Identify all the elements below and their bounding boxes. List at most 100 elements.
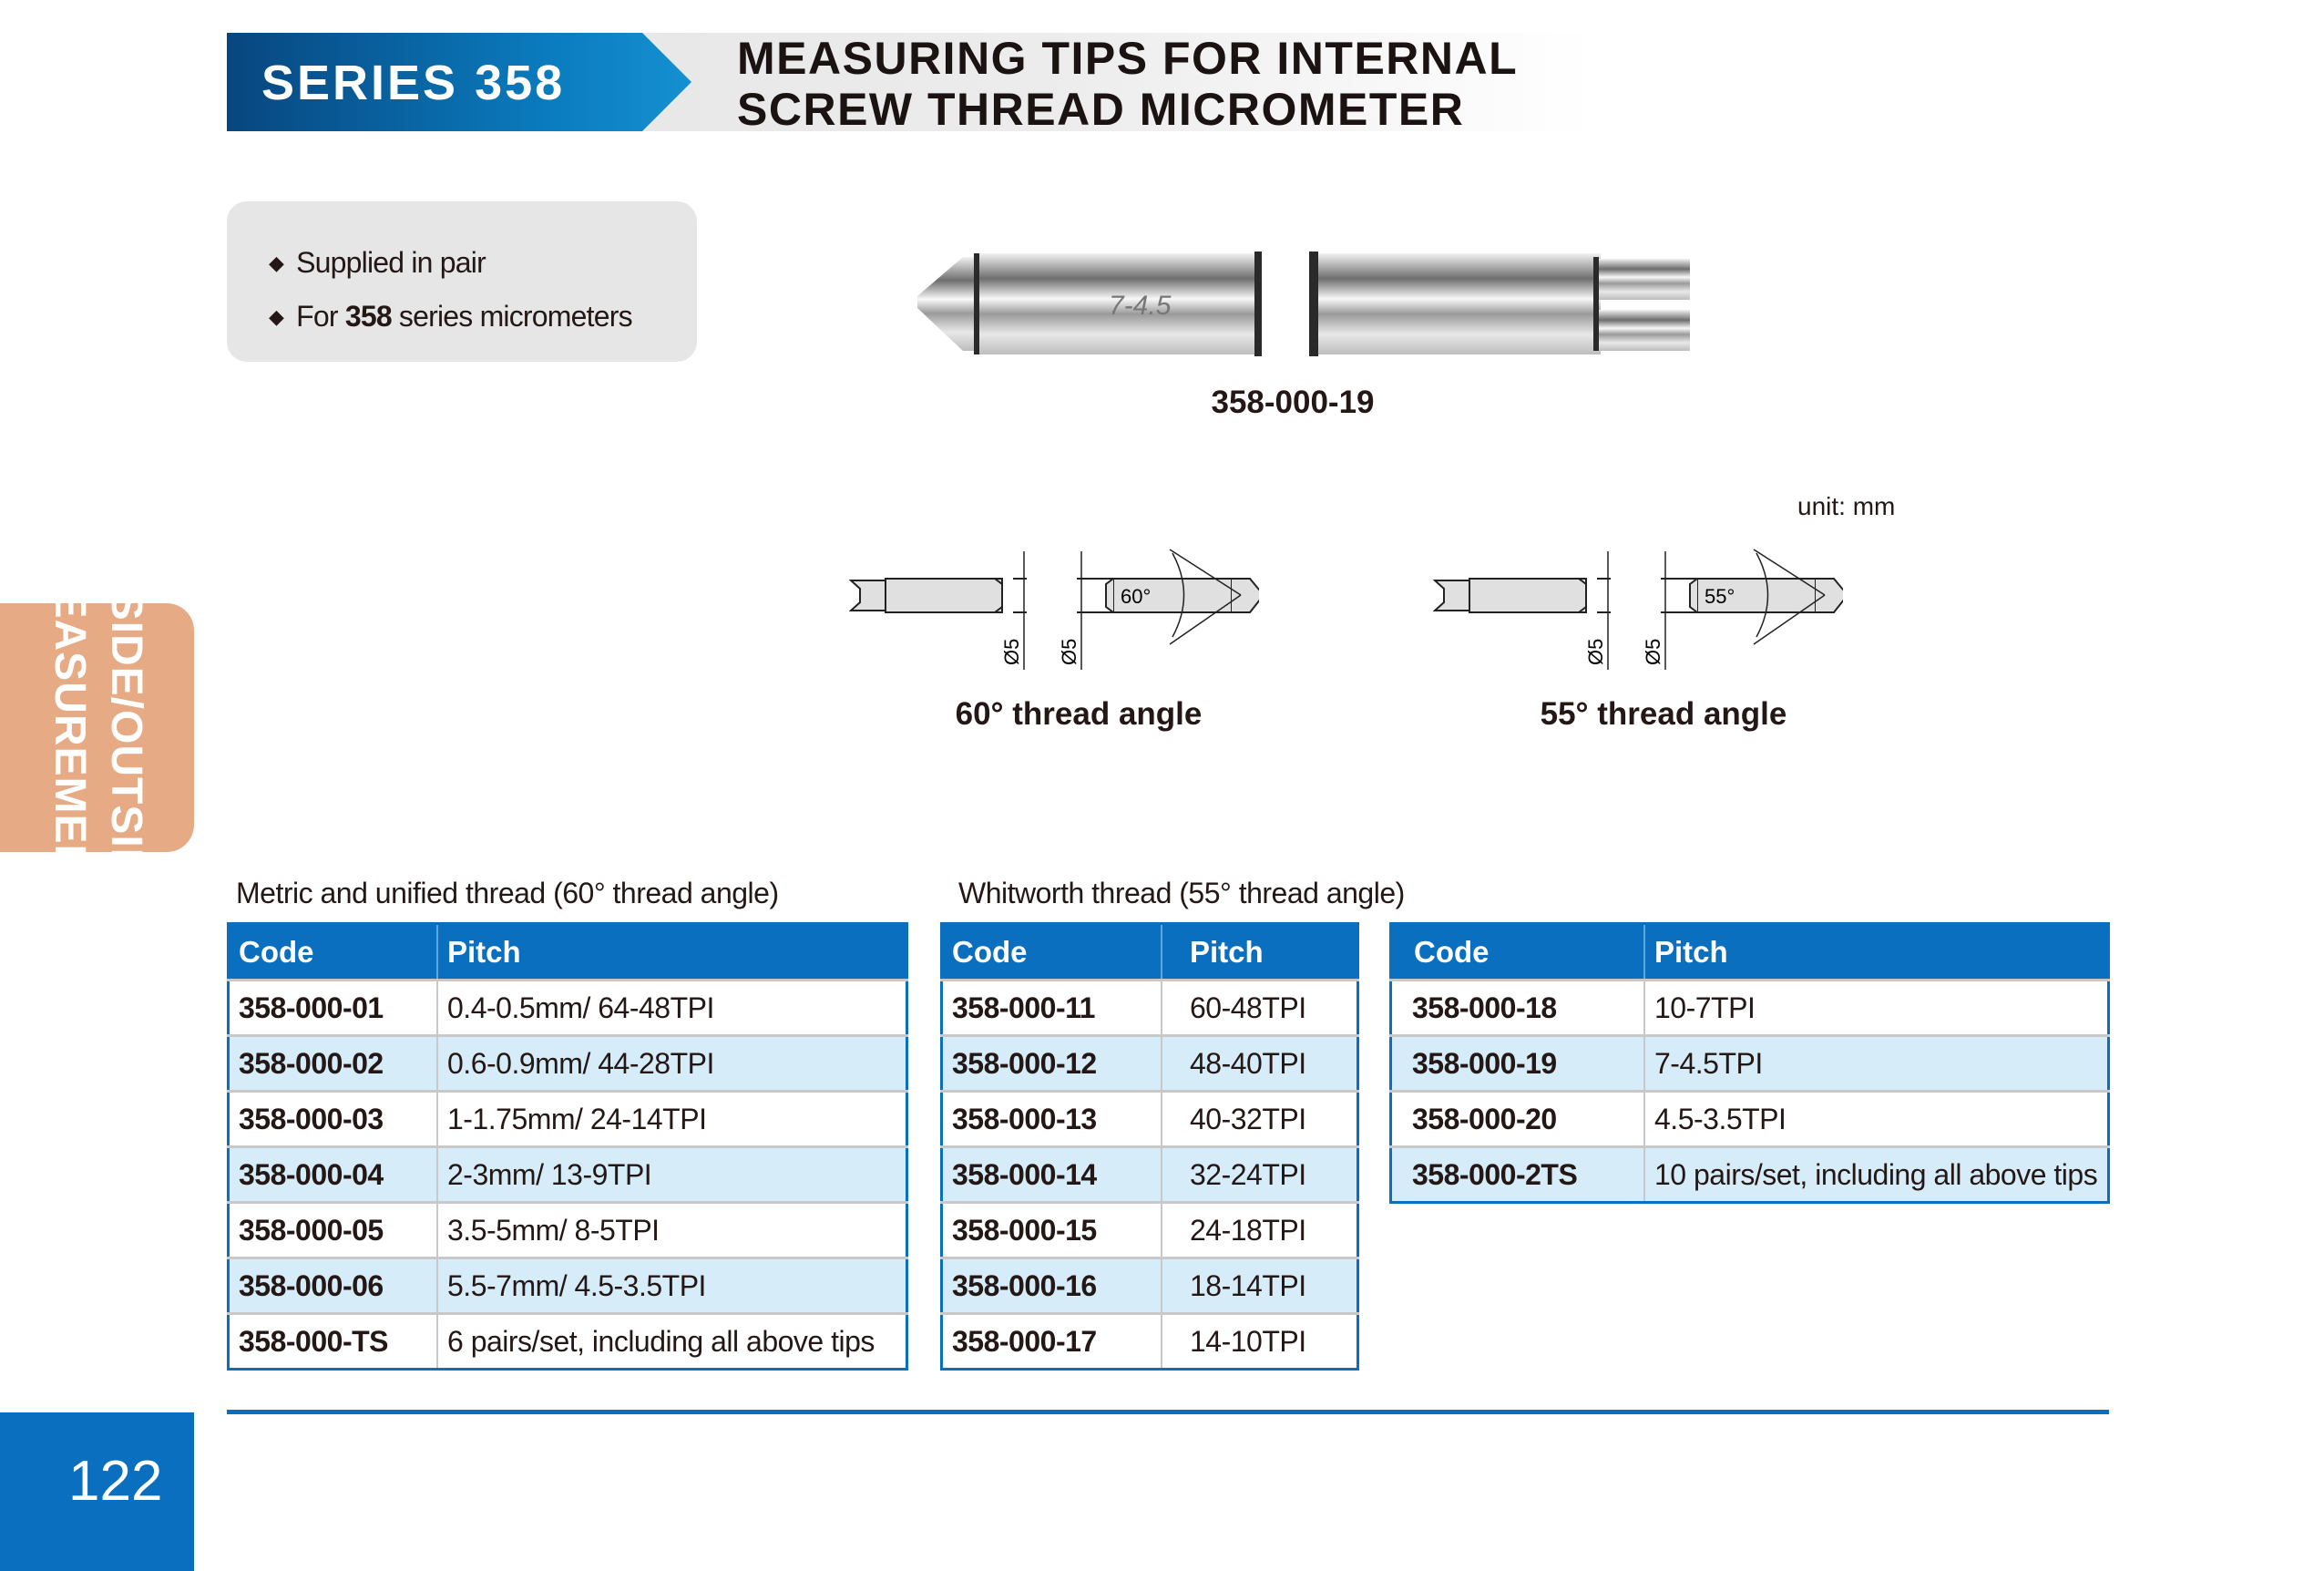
table-row: 358-000-01 0.4-0.5mm/ 64-48TPI: [228, 979, 908, 1036]
product-photo: 7-4.5: [917, 252, 1690, 356]
table-row: 358-000-03 1-1.75mm/ 24-14TPI: [228, 1090, 908, 1147]
feature-text-bold: 358: [344, 300, 393, 333]
table-row: 358-000-18 10-7TPI: [1390, 979, 2110, 1036]
feature-item: ◆ Supplied in pair: [269, 236, 697, 290]
table-row: 358-000-12 48-40TPI: [941, 1034, 1359, 1092]
column-header: Code: [941, 923, 1162, 981]
svg-text:7-4.5: 7-4.5: [1109, 291, 1172, 321]
table-row: 358-000-14 32-24TPI: [941, 1145, 1359, 1203]
code-cell: 358-000-16: [941, 1257, 1162, 1314]
pitch-cell: 1-1.75mm/ 24-14TPI: [437, 1090, 908, 1147]
footer-rule: [227, 1410, 2109, 1414]
pitch-cell: 14-10TPI: [1162, 1312, 1359, 1370]
code-cell: 358-000-TS: [228, 1312, 438, 1370]
feature-text: series micrometers: [391, 300, 633, 333]
svg-text:Ø5: Ø5: [1058, 639, 1080, 665]
table-row: 358-000-20 4.5-3.5TPI: [1390, 1090, 2110, 1147]
table-header-row: Code Pitch: [1390, 923, 2110, 981]
diagram-60-degree: 60° Ø5 Ø5: [849, 549, 1259, 670]
table-caption-whitworth: Whitworth thread (55° thread angle): [958, 877, 1405, 909]
pitch-cell: 10 pairs/set, including all above tips: [1644, 1145, 2110, 1203]
diagram-55-degree: 55° Ø5 Ø5: [1433, 549, 1843, 670]
series-label: SERIES 358: [261, 56, 566, 110]
table-row: 358-000-02 0.6-0.9mm/ 44-28TPI: [228, 1034, 908, 1092]
pitch-cell: 32-24TPI: [1162, 1145, 1359, 1203]
table-header-row: Code Pitch: [941, 923, 1359, 981]
whitworth-table: Code Pitch 358-000-11 60-48TPI 358-000-12 48-…: [940, 922, 1359, 1371]
code-cell: 358-000-06: [228, 1257, 438, 1314]
pitch-cell: 7-4.5TPI: [1644, 1034, 2110, 1092]
diagram-caption-55: 55° thread angle: [1540, 696, 1787, 732]
section-tab-line-1: INSIDE/OUTSIDE: [101, 545, 150, 910]
table-caption-metric: Metric and unified thread (60° thread an…: [236, 877, 779, 909]
pitch-cell: 0.4-0.5mm/ 64-48TPI: [437, 979, 908, 1036]
column-header: Pitch: [437, 923, 908, 981]
code-cell: 358-000-18: [1390, 979, 1645, 1036]
table-row: 358-000-13 40-32TPI: [941, 1090, 1359, 1147]
table-row: 358-000-TS 6 pairs/set, including all abo…: [228, 1312, 908, 1370]
code-cell: 358-000-17: [941, 1312, 1162, 1370]
code-cell: 358-000-11: [941, 979, 1162, 1036]
title-line-1: MEASURING TIPS FOR INTERNAL: [737, 33, 1519, 84]
metric-table: Code Pitch 358-000-01 0.4-0.5mm/ 64-48TPI 35…: [227, 922, 908, 1371]
section-tab-line-2: MEASUREMENT: [45, 550, 94, 904]
svg-text:55°: 55°: [1705, 585, 1735, 608]
table-header-row: Code Pitch: [228, 923, 908, 981]
pitch-cell: 10-7TPI: [1644, 979, 2110, 1036]
page-title: MEASURING TIPS FOR INTERNAL SCREW THREAD…: [737, 33, 1518, 135]
pitch-cell: 24-18TPI: [1162, 1201, 1359, 1258]
tip-cone: 7-4.5: [917, 252, 1262, 356]
code-cell: 358-000-14: [941, 1145, 1162, 1203]
photo-caption: 358-000-19: [1211, 385, 1375, 420]
column-header: Code: [228, 923, 438, 981]
page-number-box: 122: [0, 1412, 194, 1571]
pitch-cell: 4.5-3.5TPI: [1644, 1090, 2110, 1147]
pitch-cell: 18-14TPI: [1162, 1257, 1359, 1314]
code-cell: 358-000-13: [941, 1090, 1162, 1147]
code-cell: 358-000-03: [228, 1090, 438, 1147]
pitch-cell: 2-3mm/ 13-9TPI: [437, 1145, 908, 1203]
pitch-cell: 3.5-5mm/ 8-5TPI: [437, 1201, 908, 1258]
svg-text:Ø5: Ø5: [1642, 639, 1664, 665]
table-row: 358-000-19 7-4.5TPI: [1390, 1034, 2110, 1092]
code-cell: 358-000-05: [228, 1201, 438, 1258]
code-cell: 358-000-02: [228, 1034, 438, 1092]
diagram-caption-60: 60° thread angle: [955, 696, 1203, 732]
code-cell: 358-000-12: [941, 1034, 1162, 1092]
pitch-cell: 48-40TPI: [1162, 1034, 1359, 1092]
table-row: 358-000-17 14-10TPI: [941, 1312, 1359, 1370]
feature-item: ◆ For 358 series micrometers: [269, 290, 697, 344]
column-header: Pitch: [1644, 923, 2110, 981]
svg-text:60°: 60°: [1121, 585, 1151, 608]
bullet-diamond-icon: ◆: [269, 305, 284, 328]
svg-text:Ø5: Ø5: [1000, 639, 1023, 665]
table-row: 358-000-15 24-18TPI: [941, 1201, 1359, 1258]
table-row: 358-000-04 2-3mm/ 13-9TPI: [228, 1145, 908, 1203]
table-row: 358-000-16 18-14TPI: [941, 1257, 1359, 1314]
section-tab: INSIDE/OUTSIDE MEASUREMENT: [0, 545, 194, 910]
pitch-cell: 0.6-0.9mm/ 44-28TPI: [437, 1034, 908, 1092]
svg-text:Ø5: Ø5: [1584, 639, 1607, 665]
feature-text: For: [296, 300, 345, 333]
whitworth-table-continued: Code Pitch 358-000-18 10-7TPI 358-000-19 7-4.…: [1389, 922, 2110, 1204]
feature-text: Supplied in pair: [296, 246, 486, 279]
code-cell: 358-000-19: [1390, 1034, 1645, 1092]
tip-vee: [1309, 252, 1690, 356]
pitch-cell: 5.5-7mm/ 4.5-3.5TPI: [437, 1257, 908, 1314]
code-cell: 358-000-01: [228, 979, 438, 1036]
column-header: Code: [1390, 923, 1645, 981]
code-cell: 358-000-2TS: [1390, 1145, 1645, 1203]
pitch-cell: 60-48TPI: [1162, 979, 1359, 1036]
table-row: 358-000-05 3.5-5mm/ 8-5TPI: [228, 1201, 908, 1258]
table-row: 358-000-11 60-48TPI: [941, 979, 1359, 1036]
unit-label: unit: mm: [1797, 492, 1896, 520]
column-header: Pitch: [1162, 923, 1359, 981]
title-line-2: SCREW THREAD MICROMETER: [737, 84, 1465, 135]
page-number: 122: [68, 1450, 163, 1513]
series-badge: SERIES 358: [227, 33, 691, 131]
table-row: 358-000-2TS 10 pairs/set, including all a…: [1390, 1145, 2110, 1203]
code-cell: 358-000-04: [228, 1145, 438, 1203]
pitch-cell: 6 pairs/set, including all above tips: [437, 1312, 908, 1370]
code-cell: 358-000-15: [941, 1201, 1162, 1258]
bullet-diamond-icon: ◆: [269, 252, 284, 274]
